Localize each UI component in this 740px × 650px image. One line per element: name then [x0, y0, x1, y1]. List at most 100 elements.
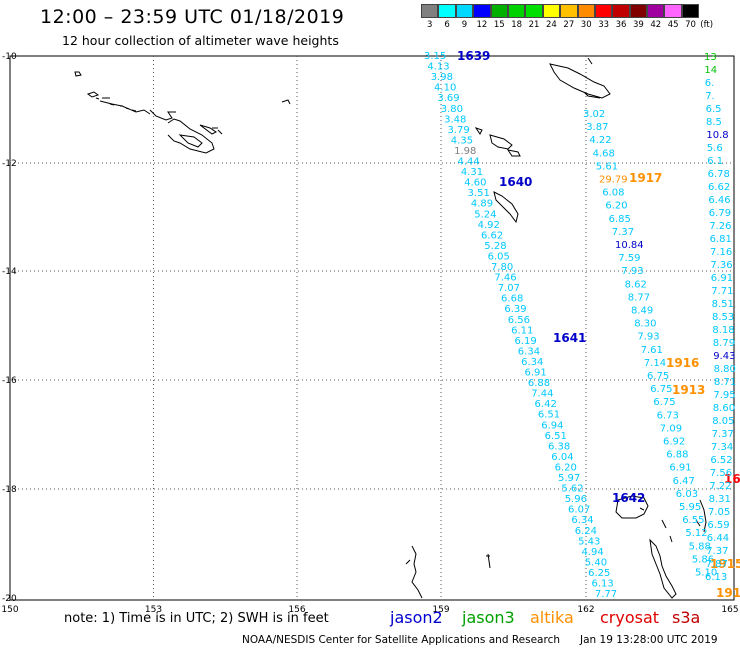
legend-label: 70	[685, 20, 696, 30]
swh-value: 4.35	[451, 135, 473, 146]
swh-value: 6.19	[514, 336, 536, 347]
swh-value: 6.34	[518, 346, 540, 357]
swh-value: 6.47	[673, 476, 695, 487]
legend-label: 27	[563, 20, 575, 30]
legend-label: 21	[528, 20, 540, 30]
swh-value: 7.37	[712, 429, 734, 440]
swh-value: 6.42	[535, 399, 557, 410]
swh-value: 6.55	[682, 515, 704, 526]
swh-value: 5.96	[565, 494, 587, 505]
legend-swatch	[612, 4, 630, 18]
legend-label: 33	[598, 20, 610, 30]
swh-value: 6.25	[588, 568, 610, 579]
pass-label: 1640	[499, 175, 532, 189]
legend-swatch	[647, 4, 665, 18]
page-subtitle: 12 hour collection of altimeter wave hei…	[62, 33, 339, 48]
page-title: 12:00 – 23:59 UTC 01/18/2019	[40, 6, 345, 28]
swh-value: 6.13	[592, 579, 614, 590]
swh-value: 6.75	[650, 384, 672, 395]
legend-label: 36	[615, 20, 627, 30]
swh-value: 6.1	[707, 156, 723, 167]
swh-value: 6.73	[657, 410, 679, 421]
swh-value: 6.52	[710, 455, 732, 466]
swh-value: 7.77	[595, 589, 617, 600]
swh-value: 6.91	[525, 368, 547, 379]
swh-value: 6.88	[528, 378, 550, 389]
swh-value: 4.94	[581, 547, 603, 558]
legend-swatch	[507, 4, 526, 18]
swh-value: 3.69	[437, 93, 459, 104]
swh-value: 10.8	[706, 130, 728, 141]
swh-value: 4.92	[478, 220, 500, 231]
swh-value: 6.04	[551, 452, 573, 463]
altimeter-tracks: 3.154.133.984.103.693.803.483.794.351.98…	[424, 49, 740, 600]
legend-swatch	[577, 4, 595, 18]
swh-value: 5.86	[692, 554, 714, 565]
swh-value: 14	[704, 65, 717, 76]
swh-value: 6.39	[504, 304, 526, 315]
pass-label: 1639	[457, 49, 490, 63]
swh-value: 3.80	[441, 104, 463, 115]
swh-value: 6.78	[708, 169, 730, 180]
swh-value: 6.94	[541, 420, 563, 431]
swh-value: 5.88	[689, 541, 711, 552]
swh-value: 6.75	[647, 371, 669, 382]
swh-value: 7.05	[708, 507, 730, 518]
satellite-name: s3a	[672, 608, 701, 627]
legend-swatch	[681, 4, 700, 18]
legend-label: 45	[667, 20, 679, 30]
swh-value: 6.5	[706, 104, 722, 115]
satellite-name: jason2	[390, 608, 443, 627]
swh-value: 6.34	[521, 357, 543, 368]
swh-value: 6.85	[609, 214, 631, 225]
swh-value: 6.20	[555, 462, 577, 473]
legend-label: 9	[461, 20, 468, 30]
swh-value: 3.48	[444, 114, 466, 125]
swh-value: 8.30	[634, 319, 656, 330]
swh-value: 6.88	[666, 450, 688, 461]
swh-value: 6.51	[545, 431, 567, 442]
lon-label: 165	[721, 605, 738, 615]
swh-value: 6.46	[708, 195, 730, 206]
swh-value: 5.95	[679, 502, 701, 513]
lon-label: 153	[145, 605, 162, 615]
swh-value: 7.34	[711, 442, 733, 453]
legend-label: 42	[650, 20, 662, 30]
swh-value: 8.18	[712, 325, 734, 336]
swh-value: 7.80	[491, 262, 513, 273]
lat-label: -18	[2, 485, 17, 495]
swh-value: 7.	[705, 91, 715, 102]
swh-value: 6.	[705, 78, 715, 89]
legend-swatch	[629, 4, 648, 18]
swh-value: 6.38	[548, 441, 570, 452]
legend-swatch	[490, 4, 508, 18]
swh-value: 8.80	[714, 364, 736, 375]
swh-value: 7.16	[710, 247, 732, 258]
swh-value: 3.02	[583, 109, 605, 120]
color-legend: 3 6 9 12 15 18 21 24 27 30 33 36 39 42 45 70 (ft)	[421, 4, 713, 30]
swh-value: 5.62	[561, 484, 583, 495]
pass-label: 1917	[629, 171, 662, 185]
pass-label: 16	[724, 472, 740, 486]
swh-value: 6.08	[602, 188, 624, 199]
swh-value: 7.46	[494, 273, 516, 284]
map-grid: 150 153 156 159 162 165 -10 -12 -14 -16 -18 -20	[1, 52, 738, 615]
swh-value: 4.60	[464, 178, 486, 189]
swh-value: 6.11	[511, 325, 533, 336]
legend-swatch	[560, 4, 578, 18]
footer-note: note: 1) Time is in UTC; 2) SWH is in fe…	[64, 611, 329, 626]
swh-value: 7.93	[637, 332, 659, 343]
swh-value: 8.60	[713, 403, 735, 414]
swh-value: 6.44	[707, 533, 729, 544]
swh-value: 6.56	[508, 315, 530, 326]
swh-value: 8.5	[706, 117, 722, 128]
legend-label: 18	[511, 20, 523, 30]
swh-value: 3.98	[431, 72, 453, 83]
pass-label: 1641	[553, 331, 586, 345]
swh-value: 7.61	[641, 345, 663, 356]
swh-value: 9.43	[713, 351, 735, 362]
satellite-name: jason3	[462, 608, 515, 627]
swh-value: 6.51	[538, 410, 560, 421]
swh-value: 8.05	[712, 416, 734, 427]
swh-value: 6.59	[707, 520, 729, 531]
